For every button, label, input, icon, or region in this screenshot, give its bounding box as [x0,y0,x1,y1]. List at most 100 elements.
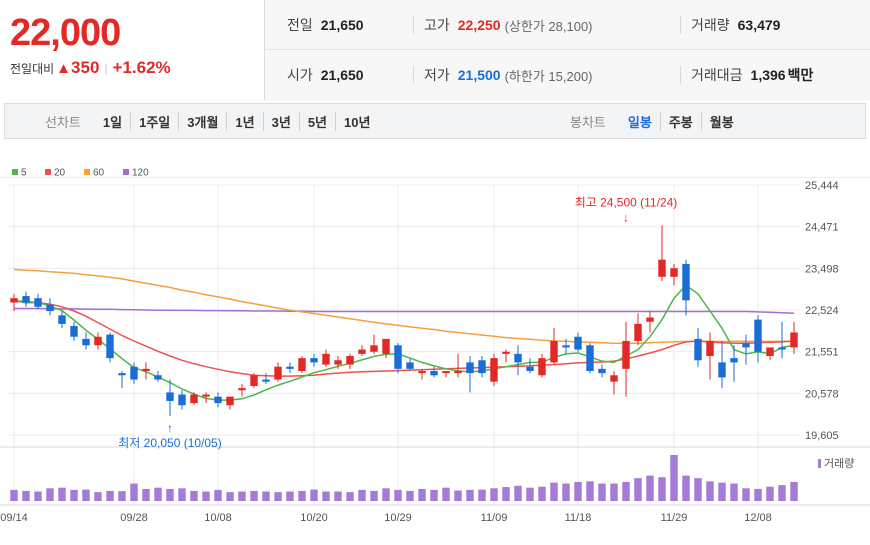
volume-bar [10,489,18,501]
volume-bar [454,490,462,501]
ma5-line [13,284,795,401]
info-value: 63,479 [737,17,781,33]
volume-bar [34,491,42,501]
volume-bar [142,488,150,501]
chart-top-border [0,177,870,178]
volume-bar [298,490,306,501]
candle-body [106,334,114,359]
period-tab[interactable]: 1일 [102,114,123,130]
legend-label: 60 [93,168,105,179]
candle-body [646,317,654,322]
volume-bar [22,490,30,501]
x-tick-label: 09/14 [0,512,28,524]
info-cell: 고가 22,250 (상한가 28,100) [413,16,593,34]
volume-bar [286,491,294,501]
candle-body [166,392,174,401]
candle-body [190,394,198,404]
candle-body [766,347,774,357]
candle-body [634,323,642,342]
info-key: 시가 [287,67,313,83]
candle-body [658,259,666,277]
candle-period-tab[interactable]: 월봉 [700,111,742,131]
volume-bar [778,485,786,501]
legend-swatch [45,169,51,175]
candle-body [382,338,390,354]
candle-body [334,360,342,365]
volume-bar [586,481,594,501]
candle-body [586,345,594,371]
info-key: 전일 [287,17,313,33]
period-tab[interactable]: 1주일 [130,111,178,131]
candle-body [118,373,126,376]
volume-bar [598,483,606,501]
y-tick-label: 22,524 [805,305,839,317]
volume-label: 거래량 [824,457,854,470]
candle-body [682,263,690,301]
price-summary: 22,000 전일대비 ▲ 350 | +1.62% [0,0,265,100]
period-tab[interactable]: 5년 [298,111,335,131]
volume-bar [262,491,270,501]
y-tick-label: 23,498 [805,263,839,275]
x-tick-label: 10/20 [300,512,328,524]
info-limit: (상한가 28,100) [504,18,593,34]
candle-period-tab[interactable]: 주봉 [659,111,701,131]
candle-body [46,304,54,312]
candle-body [790,332,798,348]
candle-body [598,368,606,374]
candle-body [754,319,762,352]
candle-body [298,358,306,371]
info-cell: 거래대금 1,396 백만 [680,66,813,84]
candle-body [502,351,510,354]
candle-body [574,336,582,350]
volume-bar [250,490,258,501]
candle-body [286,366,294,369]
volume-bar [334,491,342,501]
info-limit: (하한가 15,200) [504,68,593,84]
period-tab[interactable]: 3년 [262,111,299,131]
candle-body [274,366,282,380]
volume-bar [502,487,510,501]
candle-body [262,379,270,382]
info-value: 22,250 [457,17,501,33]
candle-body [514,353,522,363]
legend-label: 120 [132,168,149,179]
candle-body [538,358,546,376]
volume-bar [622,481,630,501]
legend-swatch [84,169,90,175]
ma120-line [14,307,795,314]
low-annotation: 최저 20,050 (10/05) [118,436,221,450]
chart-period-tabs: 선차트 1일 1주일 3개월 1년 3년 5년 10년 봉차트 일봉 주봉 월봉 [4,103,866,139]
period-tab[interactable]: 10년 [335,111,378,131]
candle-body [550,341,558,363]
candle-body [610,375,618,382]
candle-body [394,345,402,369]
volume-bar [634,478,642,501]
high-annotation: 최고 24,500 (11/24) [575,195,678,209]
volume-bar [562,483,570,501]
period-tab[interactable]: 1년 [226,111,262,131]
info-key: 저가 [424,67,450,83]
volume-bar [754,488,762,501]
candle-body [346,356,354,365]
candle-body [742,343,750,348]
candle-body [694,338,702,361]
x-tick-label: 11/29 [661,512,688,524]
volume-bar [274,492,282,501]
candle-body [214,396,222,404]
volume-bar [466,489,474,501]
volume-bar [706,481,714,501]
candle-body [358,349,366,354]
high-arrow-icon: ↓ [623,210,629,224]
candle-body [442,370,450,374]
candle-body [58,315,66,324]
stock-chart: 25,444 24,471 23,498 22,524 21,551 20,578 19,6… [0,155,870,545]
period-tab[interactable]: 3개월 [178,111,226,131]
volume-bar [94,492,102,501]
candle-period-tab[interactable]: 일봉 [627,114,652,130]
candle-body [238,388,246,391]
candle-body [562,345,570,348]
info-key: 거래량 [691,17,730,33]
volume-bar [682,475,690,501]
y-tick-label: 20,578 [805,388,839,400]
legend-swatch [12,169,18,175]
